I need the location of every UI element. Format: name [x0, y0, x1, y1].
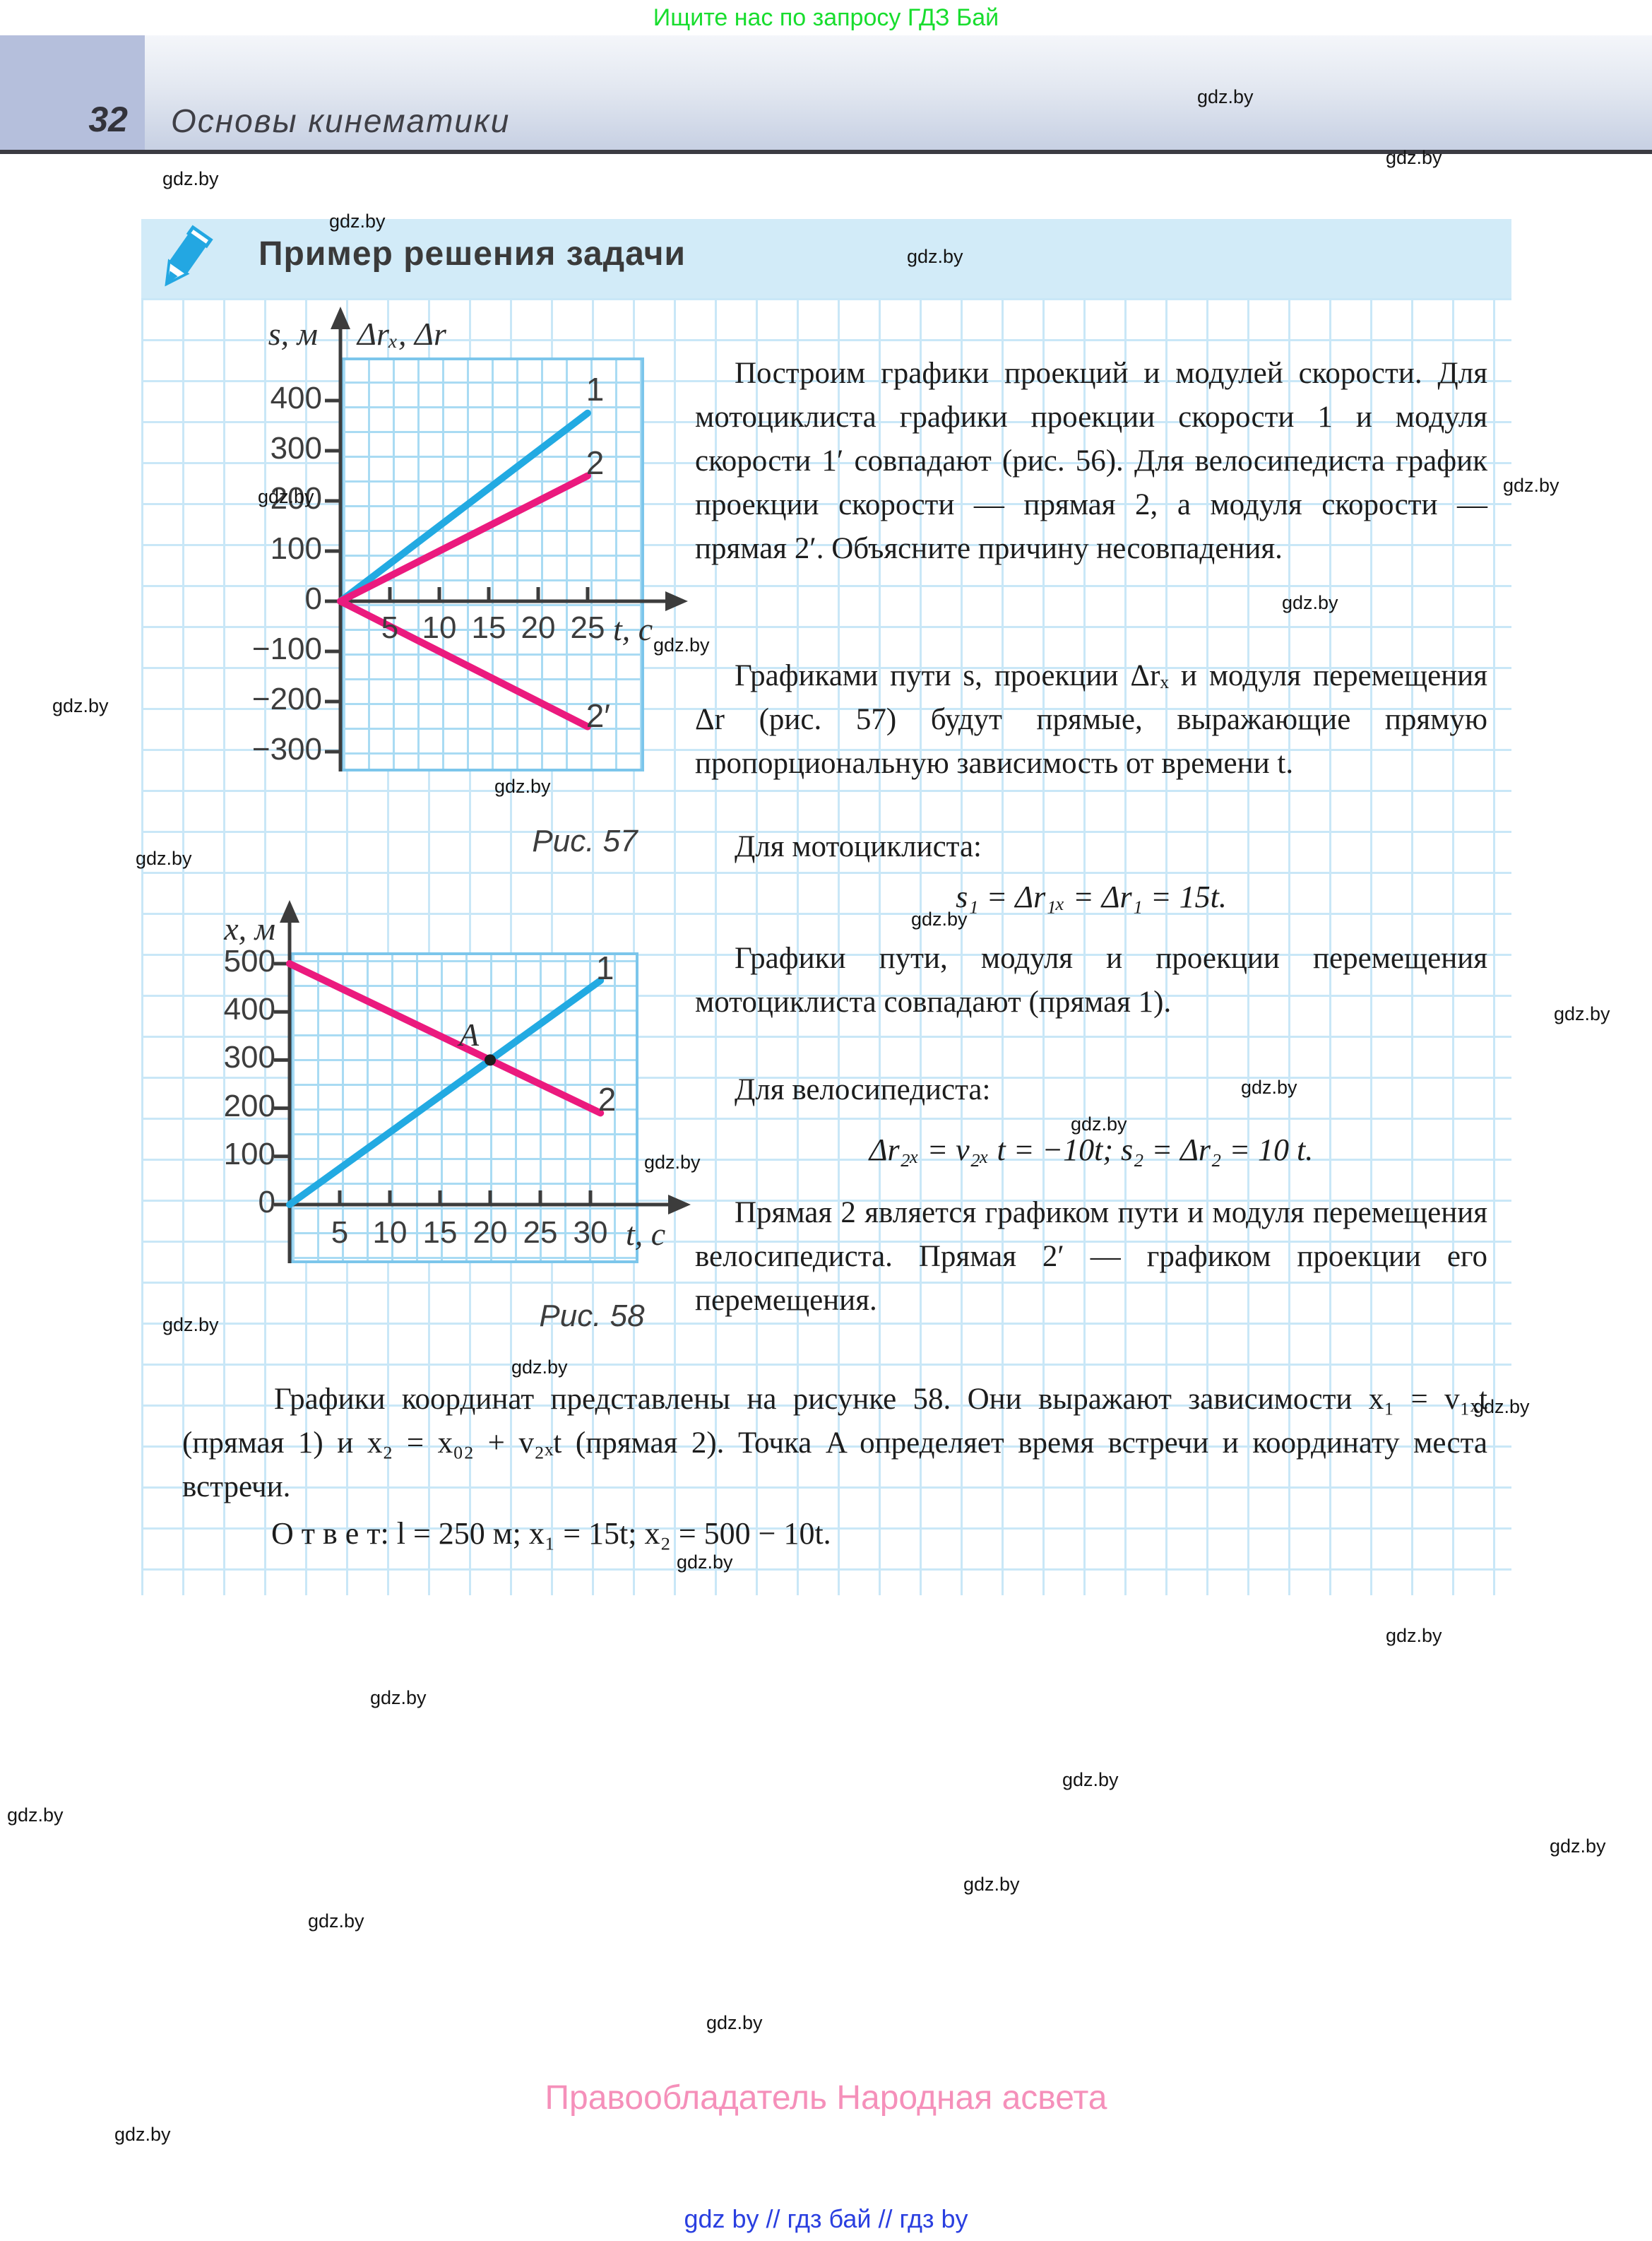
- copyright-text: Правообладатель Народная асвета: [545, 2079, 1107, 2117]
- gdz-watermark-20: gdz.by: [1473, 1396, 1530, 1417]
- fig58-ytick-500: 500: [223, 944, 275, 978]
- footer-links-text: gdz by // гдз бай // гдз by: [684, 2204, 968, 2233]
- gdz-watermark-25: gdz.by: [7, 1804, 64, 1826]
- paragraph-2: Графиками пути s, проекции Δrₓ и модуля …: [695, 659, 1487, 780]
- fig58-ytick-200: 200: [223, 1088, 275, 1123]
- formula-motorcyclist: s₁ = Δr₁ₓ = Δr₁ = 15t.: [956, 880, 1227, 914]
- gdz-watermark-17: gdz.by: [644, 1152, 701, 1173]
- gdz-watermark-26: gdz.by: [1550, 1835, 1606, 1857]
- answer-line: О т в е т: l = 250 м; x₁ = 15t; x₂ = 500…: [271, 1516, 831, 1551]
- gdz-watermark-24: gdz.by: [1062, 1769, 1119, 1790]
- fig58-ytick-300: 300: [223, 1040, 275, 1075]
- gdz-watermark-1: gdz.by: [162, 168, 219, 189]
- paragraph-1: Построим графики проекций и модулей скор…: [695, 357, 1487, 565]
- fig57-ylabel-left: s, м: [268, 316, 318, 352]
- chapter-title: Основы кинематики: [171, 102, 511, 139]
- fig58-ylabel-left: x, м: [224, 911, 275, 947]
- gdz-watermark-18: gdz.by: [162, 1314, 219, 1335]
- gdz-watermark-16: gdz.by: [1071, 1113, 1127, 1135]
- fig58-line-label-2: 2: [598, 1081, 617, 1118]
- gdz-watermark-27: gdz.by: [963, 1874, 1020, 1895]
- gdz-watermark-2: gdz.by: [329, 211, 386, 232]
- gdz-watermark-14: gdz.by: [1554, 1003, 1610, 1024]
- gdz-watermark-10: gdz.by: [52, 695, 109, 716]
- example-heading-band: [141, 219, 1511, 298]
- fig57-ytick-100: 100: [270, 531, 322, 566]
- fig57-ylabel-right: Δrₓ, Δr: [357, 316, 446, 352]
- paragraph-5: Для велосипедиста:: [735, 1073, 991, 1106]
- gdz-watermark-5: gdz.by: [907, 246, 963, 267]
- fig58-point-label: A: [459, 1017, 480, 1053]
- fig57-xlabel: t, c: [613, 611, 653, 647]
- gdz-watermark-11: gdz.by: [494, 776, 551, 797]
- paragraph-6: Прямая 2 является графиком пути и модуля…: [695, 1196, 1487, 1317]
- fig57-line-label-2′: 2′: [586, 697, 611, 735]
- fig58-xtick-15: 15: [422, 1215, 458, 1250]
- paragraph-7: Графики координат представлены на рисунк…: [182, 1383, 1487, 1503]
- fig58-ytick-100: 100: [223, 1136, 275, 1171]
- gdz-watermark-13: gdz.by: [911, 909, 968, 930]
- fig57-xtick-25: 25: [570, 610, 605, 645]
- gdz-watermark-4: gdz.by: [1386, 147, 1442, 168]
- page-number: 32: [0, 35, 145, 150]
- gdz-watermark-3: gdz.by: [1197, 86, 1254, 107]
- fig58-ytick-0: 0: [258, 1185, 275, 1219]
- fig58-caption: Рис. 58: [539, 1299, 645, 1333]
- fig58-line-label-1: 1: [595, 949, 614, 986]
- fig57-ytick--100: −100: [251, 632, 322, 666]
- gdz-watermark-23: gdz.by: [370, 1687, 427, 1708]
- fig57-line-label-2: 2: [586, 444, 605, 481]
- fig57-ytick-400: 400: [270, 381, 322, 415]
- fig58-xtick-25: 25: [523, 1215, 558, 1250]
- gdz-watermark-21: gdz.by: [677, 1551, 733, 1573]
- fig57-ytick--200: −200: [251, 682, 322, 716]
- fig58-xtick-5: 5: [331, 1215, 349, 1250]
- gdz-watermark-28: gdz.by: [308, 1910, 364, 1932]
- gdz-watermark-7: gdz.by: [258, 486, 314, 507]
- gdz-watermark-22: gdz.by: [1386, 1625, 1442, 1646]
- top-banner-text: Ищите нас по запросу ГДЗ Бай: [653, 4, 999, 31]
- fig57-line-label-1: 1: [586, 371, 605, 408]
- fig58-ytick-400: 400: [223, 992, 275, 1027]
- gdz-watermark-29: gdz.by: [706, 2012, 763, 2033]
- gdz-watermark-15: gdz.by: [1241, 1077, 1297, 1098]
- fig58-xtick-30: 30: [573, 1215, 608, 1250]
- gdz-watermark-12: gdz.by: [136, 848, 192, 869]
- fig58-xtick-10: 10: [372, 1215, 408, 1250]
- pencil-icon: [148, 219, 221, 298]
- gdz-watermark-8: gdz.by: [1282, 592, 1338, 613]
- fig57-ytick-0: 0: [304, 581, 322, 616]
- fig57-ytick-300: 300: [270, 431, 322, 466]
- page-header: 32 Основы кинематики: [0, 35, 1652, 154]
- fig57-caption: Рис. 57: [532, 824, 638, 858]
- fig58-xtick-20: 20: [473, 1215, 508, 1250]
- fig57-ytick--300: −300: [251, 732, 322, 767]
- paragraph-4: Графики пути, модуля и проекции перемеще…: [695, 942, 1487, 1019]
- gdz-watermark-9: gdz.by: [653, 634, 710, 656]
- fig57-ytick-200: 200: [270, 481, 322, 516]
- gdz-watermark-6: gdz.by: [1503, 475, 1559, 496]
- formula-cyclist: Δr₂ₓ = v₂ₓ t = −10t; s₂ = Δr₂ = 10 t.: [869, 1133, 1314, 1167]
- pencil-icon-svg: [165, 225, 213, 287]
- paragraph-3: Для мотоциклиста:: [735, 830, 982, 863]
- example-heading: Пример решения задачи: [259, 235, 687, 273]
- gdz-watermark-30: gdz.by: [114, 2124, 171, 2145]
- gdz-watermark-19: gdz.by: [511, 1356, 568, 1378]
- fig58-xlabel: t, c: [626, 1216, 666, 1252]
